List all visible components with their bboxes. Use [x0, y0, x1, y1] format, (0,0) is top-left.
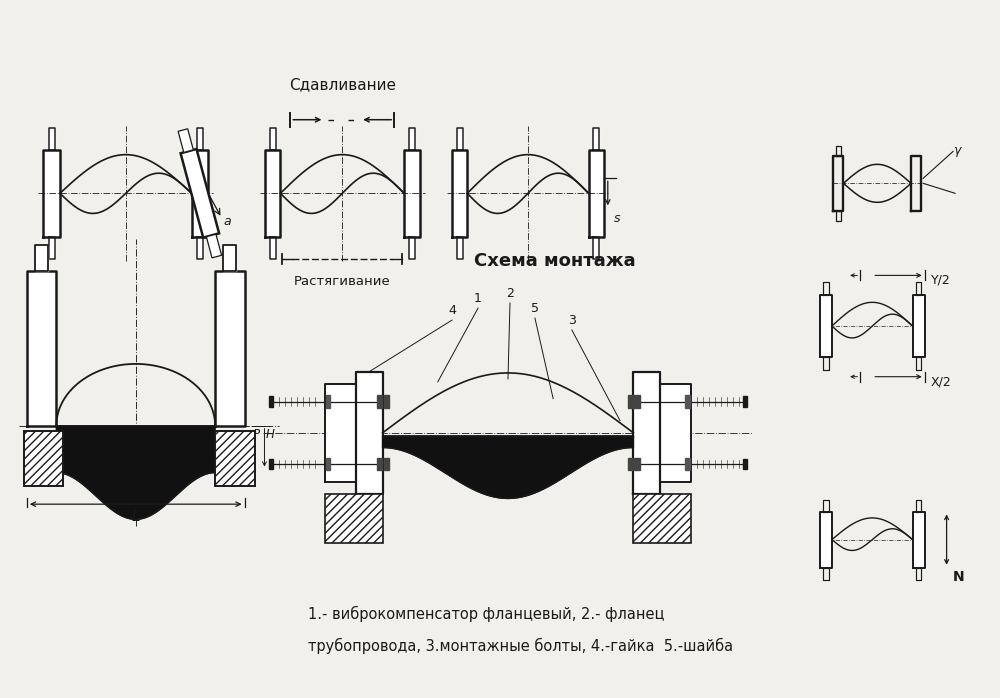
Polygon shape — [384, 395, 389, 408]
Text: P: P — [252, 428, 260, 441]
Polygon shape — [593, 237, 599, 259]
FancyBboxPatch shape — [206, 235, 222, 258]
Text: N: N — [953, 570, 964, 584]
Polygon shape — [633, 372, 660, 494]
Polygon shape — [457, 128, 463, 149]
Polygon shape — [270, 128, 276, 149]
Polygon shape — [223, 245, 236, 271]
Bar — [325, 494, 383, 543]
Polygon shape — [43, 149, 60, 237]
Text: X/2: X/2 — [931, 376, 951, 388]
Polygon shape — [820, 512, 832, 567]
Polygon shape — [326, 395, 330, 408]
Text: L: L — [131, 509, 140, 524]
Polygon shape — [628, 458, 633, 470]
Polygon shape — [404, 149, 420, 237]
Text: 2: 2 — [506, 287, 514, 300]
Polygon shape — [457, 237, 463, 259]
Polygon shape — [685, 395, 690, 408]
Polygon shape — [409, 237, 415, 259]
Polygon shape — [634, 395, 640, 408]
Polygon shape — [384, 458, 389, 470]
Polygon shape — [634, 458, 640, 470]
Polygon shape — [56, 426, 215, 519]
Polygon shape — [383, 436, 633, 498]
Text: Растягивание: Растягивание — [294, 275, 391, 288]
Polygon shape — [197, 237, 203, 259]
Polygon shape — [589, 149, 604, 237]
Bar — [24, 431, 63, 487]
Polygon shape — [49, 237, 55, 259]
Polygon shape — [27, 271, 56, 426]
Polygon shape — [685, 458, 690, 470]
Text: 1: 1 — [474, 292, 482, 305]
Polygon shape — [325, 384, 356, 482]
Polygon shape — [269, 459, 273, 469]
Polygon shape — [452, 149, 467, 237]
Polygon shape — [743, 459, 747, 469]
Text: γ: γ — [953, 144, 960, 157]
Polygon shape — [197, 128, 203, 149]
Polygon shape — [215, 271, 245, 426]
Polygon shape — [269, 396, 273, 407]
Text: 3: 3 — [568, 314, 576, 327]
Polygon shape — [265, 149, 280, 237]
FancyBboxPatch shape — [178, 128, 193, 152]
Text: трубопровода, 3.монтажные болты, 4.-гайка  5.-шайба: трубопровода, 3.монтажные болты, 4.-гайк… — [308, 638, 734, 655]
Polygon shape — [743, 396, 747, 407]
Text: 1.- виброкомпенсатор фланцевый, 2.- фланец: 1.- виброкомпенсатор фланцевый, 2.- флан… — [308, 607, 665, 623]
Text: Сдавливание: Сдавливание — [289, 77, 396, 91]
Polygon shape — [820, 295, 832, 357]
Text: H: H — [265, 428, 274, 441]
Text: 4: 4 — [448, 304, 456, 317]
Bar — [215, 431, 255, 487]
Polygon shape — [628, 395, 633, 408]
Polygon shape — [326, 458, 330, 470]
Polygon shape — [593, 128, 599, 149]
Text: Y/2: Y/2 — [931, 274, 950, 287]
Polygon shape — [49, 128, 55, 149]
Polygon shape — [377, 458, 382, 470]
Text: a: a — [224, 215, 231, 228]
Bar — [633, 494, 691, 543]
Polygon shape — [356, 372, 383, 494]
Polygon shape — [913, 295, 925, 357]
Polygon shape — [377, 395, 382, 408]
Text: 5: 5 — [531, 302, 539, 315]
Text: Схема монтажа: Схема монтажа — [474, 252, 636, 270]
Polygon shape — [192, 149, 208, 237]
Text: s: s — [614, 212, 620, 225]
Polygon shape — [35, 245, 48, 271]
Polygon shape — [660, 384, 691, 482]
FancyBboxPatch shape — [181, 149, 219, 237]
Polygon shape — [913, 512, 925, 567]
Polygon shape — [270, 237, 276, 259]
Polygon shape — [409, 128, 415, 149]
